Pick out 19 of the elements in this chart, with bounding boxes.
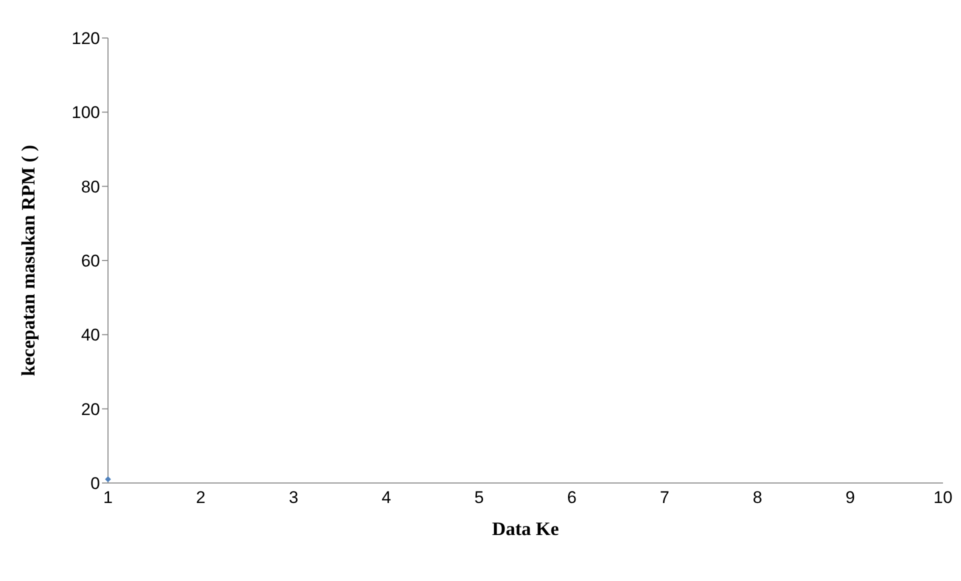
x-tick-label: 4 xyxy=(382,488,392,508)
y-tick-label: 80 xyxy=(81,177,100,196)
x-tick-label: 7 xyxy=(660,488,670,508)
y-tick-label: 40 xyxy=(81,326,100,345)
x-tick-label: 10 xyxy=(934,488,952,508)
x-tick-label: 5 xyxy=(474,488,484,508)
x-tick-label: 1 xyxy=(103,488,113,508)
y-tick-label: 20 xyxy=(81,400,100,419)
y-tick-label: 100 xyxy=(72,103,100,122)
y-tick-label: 0 xyxy=(90,474,100,494)
y-tick-label: 120 xyxy=(72,29,100,48)
x-tick-label: 6 xyxy=(567,488,577,508)
x-tick-label: 3 xyxy=(288,488,298,508)
y-tick-label: 60 xyxy=(81,252,100,271)
x-tick-label: 9 xyxy=(845,488,855,508)
x-tick-label: 2 xyxy=(196,488,206,508)
x-axis-title: Data Ke xyxy=(492,519,560,540)
y-axis-title: kecepatan masukan RPM ( ) xyxy=(18,144,40,376)
x-tick-label: 8 xyxy=(752,488,762,508)
